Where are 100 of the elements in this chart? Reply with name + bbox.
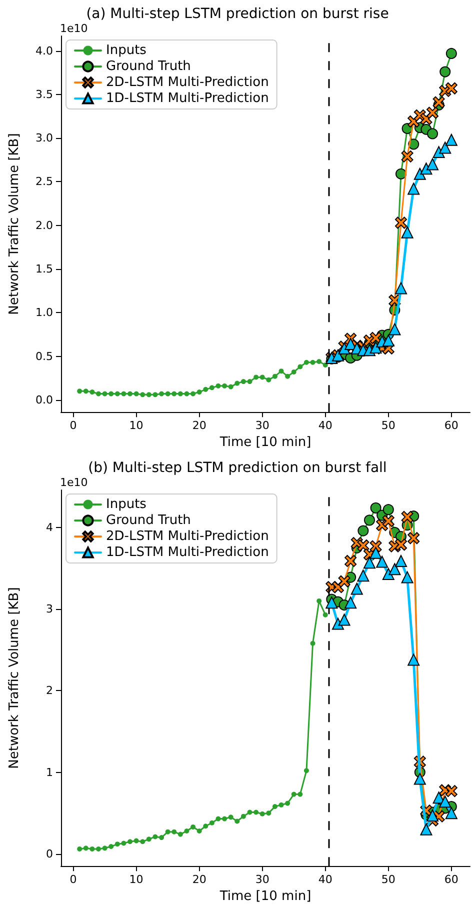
legend-label: Inputs <box>106 43 147 58</box>
y-tick-label: 4 <box>46 521 53 534</box>
x-tick-label: 50 <box>381 873 396 886</box>
point <box>165 829 170 834</box>
point <box>260 374 265 380</box>
point <box>408 654 420 666</box>
point <box>234 380 240 386</box>
point <box>382 568 394 580</box>
point <box>408 182 420 195</box>
x-tick-label: 10 <box>129 873 144 886</box>
x-tick-label: 0 <box>70 873 77 886</box>
point <box>254 810 259 815</box>
y-tick-label: 2.5 <box>36 175 53 188</box>
point <box>209 385 214 390</box>
y-tick-label: 3.0 <box>36 132 53 145</box>
point <box>382 334 394 347</box>
point <box>83 846 88 851</box>
point <box>96 846 101 852</box>
point <box>272 804 278 810</box>
point <box>121 391 126 396</box>
x-tick-label: 50 <box>381 419 396 432</box>
point <box>310 640 316 646</box>
point <box>196 390 202 395</box>
point <box>426 810 439 822</box>
y-tick-label: 0.0 <box>36 393 53 406</box>
point <box>184 828 190 834</box>
point <box>445 134 458 146</box>
point <box>146 392 152 398</box>
point <box>364 514 375 526</box>
point <box>291 369 296 374</box>
point <box>165 391 170 396</box>
point <box>216 816 221 822</box>
legend-label: Ground Truth <box>106 59 191 74</box>
point <box>388 563 401 576</box>
point <box>357 539 370 552</box>
point <box>140 392 146 398</box>
point <box>260 811 265 816</box>
point <box>240 814 246 819</box>
point <box>440 66 451 78</box>
text: 1e10 <box>60 22 88 35</box>
point <box>304 360 309 365</box>
x-tick-label: 30 <box>255 419 270 432</box>
point <box>152 834 158 840</box>
point <box>266 810 272 816</box>
point <box>228 384 234 390</box>
point <box>446 48 457 59</box>
point <box>102 391 108 396</box>
point <box>401 150 414 162</box>
point <box>414 772 426 785</box>
legend-label: 2D-LSTM Multi-Prediction <box>106 529 269 544</box>
point <box>285 374 290 379</box>
x-tick-label: 60 <box>444 873 458 886</box>
point <box>90 846 95 852</box>
x-tick-label: 30 <box>255 873 270 886</box>
point <box>96 391 101 396</box>
point <box>322 612 328 618</box>
point <box>222 383 228 388</box>
point <box>426 106 439 119</box>
chart-title: (b) Multi-step LSTM prediction on burst fall <box>88 460 387 476</box>
x-tick-label: 20 <box>192 873 206 886</box>
point <box>196 828 202 834</box>
x-tick-label: 20 <box>192 419 206 432</box>
y-tick-label: 0.5 <box>36 350 53 363</box>
y-tick-label: 2 <box>46 684 53 698</box>
legend-label: 1D-LSTM Multi-Prediction <box>106 91 269 106</box>
point <box>358 525 369 536</box>
point <box>134 391 139 396</box>
point <box>222 816 228 822</box>
point <box>316 598 322 604</box>
point <box>401 510 414 523</box>
point <box>77 388 82 394</box>
point <box>140 839 146 844</box>
chart-title: (a) Multi-step LSTM prediction on burst rise <box>86 6 389 22</box>
point <box>108 391 114 396</box>
point <box>338 614 350 626</box>
legend-label: 2D-LSTM Multi-Prediction <box>106 75 269 90</box>
point <box>90 390 95 395</box>
point <box>114 391 120 396</box>
point <box>128 839 133 844</box>
y-tick-label: 3 <box>46 602 53 616</box>
y-tick-label: 1 <box>46 766 53 779</box>
point <box>370 332 382 344</box>
legend-label: Ground Truth <box>106 513 191 528</box>
y-tick-label: 3.5 <box>36 88 53 101</box>
text: 1e10 <box>60 476 88 489</box>
point <box>278 802 284 808</box>
point <box>203 824 208 829</box>
point <box>298 364 303 370</box>
point <box>396 168 406 180</box>
y-tick-label: 2.0 <box>36 218 53 232</box>
point <box>382 515 394 527</box>
point <box>209 820 214 826</box>
point <box>216 383 221 388</box>
y-tick-label: 1.5 <box>36 262 53 276</box>
point <box>190 824 196 830</box>
point <box>310 360 316 365</box>
point <box>394 216 407 229</box>
point <box>376 556 388 568</box>
point <box>370 546 382 559</box>
point <box>278 368 284 374</box>
